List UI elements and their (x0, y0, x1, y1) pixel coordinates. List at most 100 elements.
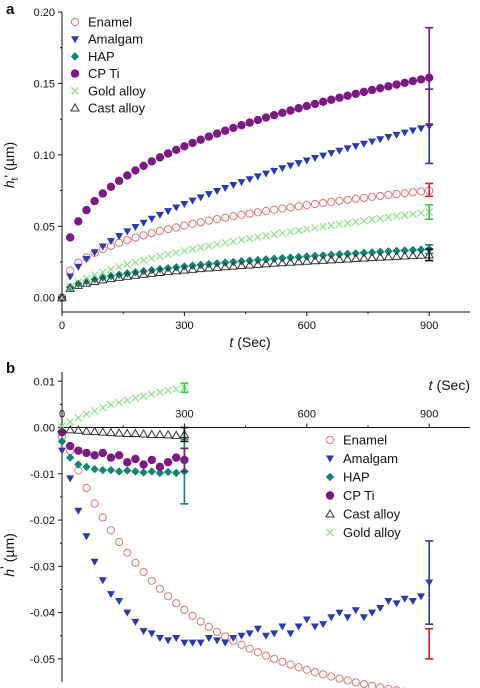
data-point-cast (122, 271, 133, 280)
data-point-hap (376, 247, 385, 257)
panel-a: a 0.00 0.05 0.10 0.15 0.20 0 300 600 900 Enamel A… (1, 1, 470, 350)
data-point-enamel (376, 191, 385, 201)
data-point-cast (179, 265, 190, 274)
data-point-hap (327, 250, 336, 260)
data-point-cast (261, 258, 271, 268)
data-point-amalgam (180, 639, 189, 647)
data-point-hap (123, 269, 132, 278)
panel-a-legend: Enamel Amalgam HAP CP Ti Gold alloy Cast allo… (70, 15, 146, 116)
data-point-amalgam (180, 201, 189, 209)
series-amalgam (58, 447, 434, 647)
data-point-amalgam (196, 194, 205, 202)
data-point-enamel (229, 212, 238, 221)
data-point-amalgam (278, 623, 287, 631)
data-point-cpti (163, 458, 173, 467)
data-point-enamel (188, 219, 197, 228)
data-point-hap (400, 246, 409, 255)
data-point-cast (252, 259, 263, 268)
data-point-hap (359, 248, 369, 258)
data-point-amalgam (368, 609, 377, 617)
data-point-gold (278, 229, 287, 237)
data-point-cpti (131, 166, 140, 175)
data-point-gold (90, 271, 99, 279)
data-point-cast (408, 250, 418, 260)
data-point-enamel (351, 678, 360, 687)
data-point-cast (65, 283, 76, 292)
data-point-cpti (310, 99, 320, 109)
series-gold (58, 383, 189, 431)
legend-item-cpti: CP Ti (325, 488, 375, 503)
data-point-gold (351, 217, 360, 226)
legend-label-enamel: Enamel (343, 433, 387, 448)
error-bar-gold (180, 382, 189, 394)
data-point-gold (172, 385, 181, 394)
data-point-cast (106, 427, 116, 437)
data-point-amalgam (229, 181, 238, 189)
data-point-amalgam (172, 635, 181, 643)
panel-b: b 0.01 0.00 -0.01 -0.02 -0.03 -0.04 -0.05 0 300 6… (0, 360, 470, 688)
legend-label-gold: Gold alloy (343, 525, 401, 540)
data-point-amalgam (74, 263, 83, 271)
data-point-gold (131, 258, 140, 267)
data-point-cast (204, 263, 214, 272)
data-point-hap (172, 468, 181, 478)
data-point-cpti (343, 91, 352, 100)
series-hap (57, 244, 434, 302)
data-point-gold (270, 230, 279, 239)
data-point-cast (383, 251, 394, 261)
data-point-amalgam (327, 150, 336, 158)
data-point-cpti (74, 446, 83, 455)
data-point-amalgam (131, 618, 140, 626)
data-point-enamel (115, 238, 124, 247)
data-point-amalgam (327, 614, 336, 622)
data-point-amalgam (139, 628, 148, 636)
data-point-hap (90, 464, 99, 474)
data-point-gold (115, 262, 124, 271)
data-point-gold (221, 238, 230, 247)
data-point-hap (155, 468, 165, 478)
data-point-gold (245, 234, 254, 243)
data-point-hap (343, 249, 352, 258)
data-point-amalgam (123, 228, 132, 236)
data-point-amalgam (343, 145, 352, 153)
data-point-enamel (278, 657, 287, 666)
data-point-cpti (147, 157, 156, 166)
data-point-cast (195, 263, 206, 273)
data-point-amalgam (106, 238, 115, 246)
data-point-amalgam (123, 609, 132, 617)
legend-marker-cpti (70, 69, 80, 78)
data-point-cpti (392, 80, 401, 89)
series-enamel (57, 432, 407, 688)
data-point-cpti (163, 149, 173, 158)
data-point-cast (269, 258, 280, 267)
data-point-amalgam (376, 136, 385, 144)
data-point-gold (196, 243, 205, 252)
y-tick-label: 0.15 (34, 78, 55, 90)
data-point-enamel (245, 644, 254, 653)
data-point-enamel (196, 617, 205, 626)
data-point-cpti (327, 95, 336, 104)
data-point-gold (123, 396, 132, 405)
data-point-enamel (286, 660, 295, 669)
data-point-enamel (376, 683, 385, 688)
data-point-amalgam (262, 170, 270, 178)
data-point-amalgam (310, 155, 319, 163)
data-point-hap (139, 468, 148, 477)
data-point-amalgam (66, 273, 75, 281)
legend-label-cast: Cast alloy (343, 507, 401, 522)
error-bar-amalgam (425, 540, 434, 625)
data-point-cast (244, 259, 255, 269)
data-point-cast (236, 260, 247, 270)
data-point-cpti (302, 101, 311, 111)
data-point-amalgam (417, 125, 426, 133)
x-tick-label: 300 (175, 409, 193, 421)
data-point-cpti (147, 455, 156, 465)
data-point-amalgam (188, 639, 197, 647)
data-point-cpti (106, 182, 116, 192)
data-point-amalgam (90, 249, 99, 257)
data-point-enamel (253, 208, 262, 217)
x-tick-label: 0 (59, 409, 65, 421)
data-point-enamel (278, 204, 287, 213)
x-tick-label: 0 (59, 320, 65, 332)
data-point-cast (391, 251, 402, 260)
